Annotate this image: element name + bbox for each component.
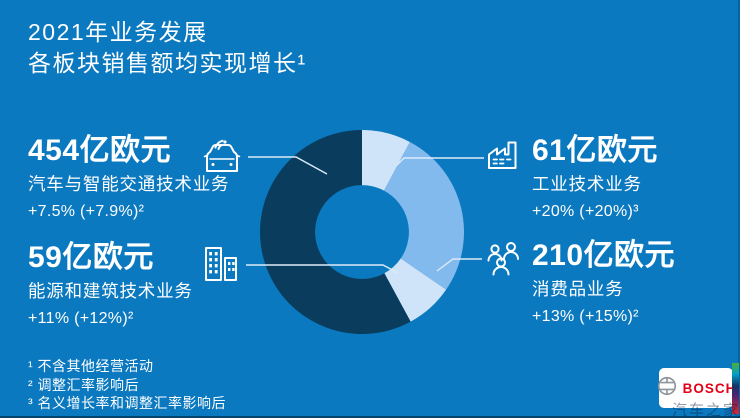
footnote-2: ² 调整汇率影响后: [28, 376, 140, 393]
factory-icon: [486, 137, 522, 173]
leader-line-consumer: [436, 258, 482, 272]
consumer-amount: 210亿欧元: [532, 238, 744, 274]
leader-line-mobility: [248, 156, 328, 175]
donut-segment-industrial: [362, 130, 410, 191]
mobility-amount-unit: 亿欧元: [79, 134, 172, 167]
footnote-3: ³ 名义增长率和调整汇率影响后: [28, 395, 227, 411]
bosch-wordmark: BOSCH: [682, 380, 737, 396]
mobility-label: 汽车与智能交通技术业务: [28, 174, 230, 194]
footnote-1: ¹ 不含其他经营活动: [28, 358, 154, 374]
watermark: 汽车之家: [671, 402, 740, 418]
industrial-growth: +20% (+20%)³: [532, 203, 639, 220]
consumer-amount-unit: 亿欧元: [583, 239, 676, 272]
leader-line-industrial: [395, 157, 484, 167]
stat-block-mobility: 454亿欧元 汽车与智能交通技术业务 +7.5% (+7.9%)²: [28, 133, 328, 223]
bosch-supergraphic-strip: [732, 363, 739, 414]
industrial-amount-unit: 亿欧元: [566, 134, 658, 167]
people-icon: [484, 241, 524, 277]
title-line-2: 各板块销售额均实现增长¹: [28, 50, 307, 76]
consumer-growth: +13% (+15%)²: [532, 308, 639, 325]
consumer-amount-value: 210: [532, 239, 584, 272]
energy-amount: 59亿欧元: [28, 240, 328, 276]
bosch-armature-icon: [656, 375, 678, 402]
buildings-icon: [203, 246, 239, 282]
footnotes: ¹ 不含其他经营活动 ² 调整汇率影响后 ³ 名义增长率和调整汇率影响后: [28, 357, 226, 413]
industrial-amount: 61亿欧元: [532, 133, 744, 169]
industrial-amount-value: 61: [532, 134, 567, 167]
bottom-edge-line: [0, 416, 740, 418]
energy-amount-unit: 亿欧元: [62, 241, 154, 274]
mobility-growth: +7.5% (+7.9%)²: [28, 203, 145, 220]
bosch-logo: BOSCH: [656, 368, 735, 408]
right-edge-line: [738, 0, 740, 418]
consumer-label: 消费品业务: [532, 279, 624, 299]
connected-car-icon: [201, 138, 245, 176]
right-white-margin: [740, 0, 744, 418]
energy-label: 能源和建筑技术业务: [28, 281, 193, 301]
mobility-amount-value: 454: [28, 134, 80, 167]
donut-segment-consumer: [384, 141, 464, 290]
donut-segment-energy: [384, 258, 447, 322]
energy-amount-value: 59: [28, 241, 63, 274]
stat-block-industrial: 61亿欧元 工业技术业务 +20% (+20%)³: [532, 133, 744, 223]
donut-segment-mobility: [260, 130, 411, 334]
industrial-label: 工业技术业务: [532, 174, 642, 194]
stat-block-consumer: 210亿欧元 消费品业务 +13% (+15%)²: [532, 238, 744, 328]
donut-segments: [260, 130, 464, 334]
leader-line-energy: [246, 264, 399, 274]
mobility-amount: 454亿欧元: [28, 133, 328, 169]
title-line-1: 2021年业务发展: [28, 19, 208, 45]
stat-block-energy: 59亿欧元 能源和建筑技术业务 +11% (+12%)²: [28, 240, 328, 330]
page-title: 2021年业务发展 各板块销售额均实现增长¹: [28, 17, 307, 79]
energy-growth: +11% (+12%)²: [28, 310, 134, 327]
